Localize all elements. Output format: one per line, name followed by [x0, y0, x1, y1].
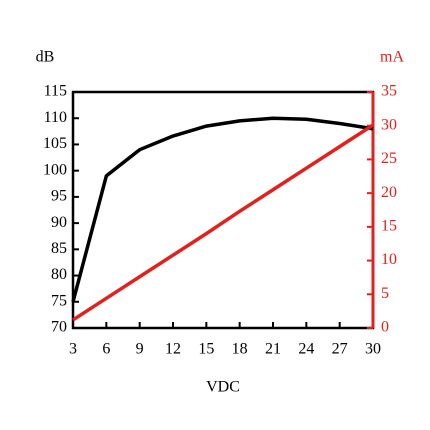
y-tick-label: 105: [43, 135, 67, 152]
x-axis-label: VDC: [206, 379, 240, 396]
x-tick-label: 15: [198, 341, 214, 358]
y2-tick-label: 35: [381, 83, 397, 100]
y-tick-label: 95: [51, 188, 67, 205]
y2-tick-label: 25: [381, 150, 397, 167]
y-axis-label: dB: [36, 49, 55, 66]
y-tick-label: 80: [51, 266, 67, 283]
x-tick-label: 18: [232, 341, 248, 358]
x-tick-label: 3: [69, 341, 77, 358]
y2-tick-label: 20: [381, 184, 397, 201]
y2-tick-label: 10: [381, 251, 397, 268]
y2-tick-label: 15: [381, 218, 397, 235]
y-tick-label: 75: [51, 292, 67, 309]
x-tick-label: 9: [136, 341, 144, 358]
x-tick-label: 21: [265, 341, 281, 358]
x-tick-label: 30: [365, 341, 381, 358]
y-tick-label: 85: [51, 240, 67, 257]
x-tick-label: 27: [332, 341, 348, 358]
y2-tick-label: 5: [381, 285, 389, 302]
y2-tick-label: 30: [381, 116, 397, 133]
data-line: [71, 116, 374, 303]
y2-axis-label: mA: [380, 49, 404, 66]
y-tick-label: 110: [44, 109, 67, 126]
x-tick-label: 24: [298, 341, 314, 358]
x-tick-label: 6: [102, 341, 110, 358]
data-line: [72, 123, 374, 322]
y-tick-label: 115: [44, 83, 67, 100]
y2-tick-label: 0: [381, 319, 389, 336]
y-tick-label: 70: [51, 319, 67, 336]
y-tick-label: 90: [51, 214, 67, 231]
y-tick-label: 100: [43, 161, 67, 178]
x-tick-label: 12: [165, 341, 181, 358]
